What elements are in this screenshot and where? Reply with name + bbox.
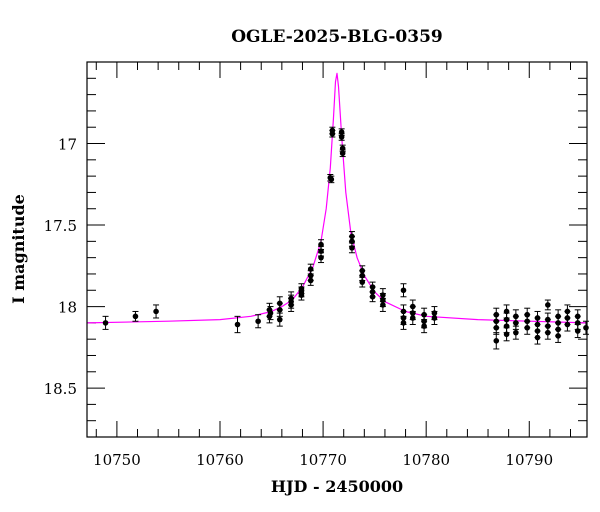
point-marker	[431, 315, 438, 321]
data-point	[555, 328, 562, 343]
point-marker	[555, 333, 561, 339]
x-tick-label: 10790	[505, 451, 553, 469]
point-marker	[524, 324, 531, 331]
data-point	[288, 294, 295, 309]
data-point	[267, 306, 274, 321]
data-point	[318, 252, 325, 264]
point-marker	[493, 324, 500, 331]
data-point	[234, 315, 241, 334]
point-marker	[102, 320, 109, 326]
point-marker	[276, 316, 283, 323]
data-points-group	[102, 126, 589, 350]
point-marker	[545, 302, 551, 308]
point-marker	[298, 289, 305, 295]
model-curve	[86, 72, 588, 324]
x-axis-label: HJD - 2450000	[271, 477, 403, 496]
point-marker	[400, 287, 407, 294]
y-axis-label: I magnitude	[9, 194, 28, 304]
data-point	[328, 175, 335, 184]
data-point	[503, 327, 510, 342]
point-marker	[545, 329, 551, 336]
data-point	[255, 314, 262, 329]
x-tick-label: 10760	[196, 451, 244, 469]
data-point	[574, 324, 581, 339]
point-marker	[513, 329, 519, 336]
point-marker	[307, 277, 314, 284]
point-marker	[493, 338, 500, 344]
x-tick-label: 10770	[299, 451, 347, 469]
point-marker	[574, 328, 581, 334]
data-point	[512, 315, 519, 330]
data-point	[564, 317, 571, 332]
point-marker	[267, 310, 274, 316]
point-marker	[409, 315, 416, 321]
axes: 10750 10760 10770 10780 10790 17 17.5 18 18.5	[44, 61, 587, 469]
data-point	[329, 129, 336, 138]
data-point	[544, 325, 551, 340]
point-marker	[421, 323, 427, 329]
point-marker	[328, 176, 335, 183]
data-point	[338, 133, 345, 141]
y-tick-label: 17	[58, 136, 77, 154]
data-point	[348, 242, 355, 254]
plot-frame	[86, 61, 588, 438]
point-marker	[132, 313, 139, 320]
data-point	[534, 330, 541, 345]
point-marker	[359, 279, 366, 285]
x-tick-label: 10780	[402, 451, 450, 469]
point-marker	[349, 245, 355, 251]
data-point	[359, 276, 366, 288]
point-marker	[288, 298, 294, 305]
data-point	[400, 315, 407, 330]
point-marker	[153, 308, 159, 315]
chart-title: OGLE-2025-BLG-0359	[231, 27, 443, 47]
point-marker	[339, 150, 346, 157]
data-point	[153, 304, 160, 319]
data-point	[493, 332, 500, 350]
data-point	[524, 320, 531, 335]
point-marker	[369, 293, 376, 300]
data-point	[132, 310, 139, 322]
point-marker	[380, 302, 386, 308]
point-marker	[534, 334, 541, 341]
point-marker	[503, 331, 510, 338]
data-point	[102, 315, 109, 330]
data-point	[298, 286, 305, 298]
data-point	[400, 283, 407, 298]
data-point	[339, 149, 346, 158]
x-tick-label: 10750	[93, 451, 141, 469]
point-marker	[255, 318, 261, 325]
data-point	[379, 297, 386, 312]
point-marker	[583, 324, 589, 331]
model-curve-group	[86, 72, 588, 324]
point-marker	[564, 321, 571, 328]
y-tick-label: 18	[58, 299, 77, 317]
y-tick-label: 17.5	[44, 217, 77, 235]
point-marker	[234, 321, 241, 328]
data-point	[307, 275, 314, 286]
data-point	[431, 310, 438, 325]
data-point	[512, 325, 519, 340]
point-marker	[329, 130, 336, 137]
data-point	[369, 291, 376, 303]
point-marker	[318, 254, 324, 261]
point-marker	[400, 320, 407, 326]
data-point	[544, 299, 551, 311]
y-tick-label: 18.5	[44, 380, 77, 398]
data-point	[421, 319, 428, 334]
data-point	[276, 312, 283, 327]
point-marker	[513, 320, 519, 326]
data-point	[409, 310, 416, 325]
point-marker	[338, 134, 345, 140]
point-marker	[276, 307, 283, 313]
